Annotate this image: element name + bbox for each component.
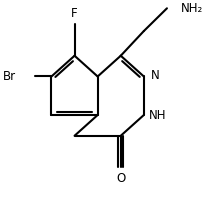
- Text: NH: NH: [149, 109, 166, 122]
- Text: N: N: [151, 69, 160, 82]
- Text: NH₂: NH₂: [181, 2, 203, 15]
- Text: F: F: [71, 7, 78, 20]
- Text: Br: Br: [3, 70, 16, 83]
- Text: O: O: [116, 172, 125, 185]
